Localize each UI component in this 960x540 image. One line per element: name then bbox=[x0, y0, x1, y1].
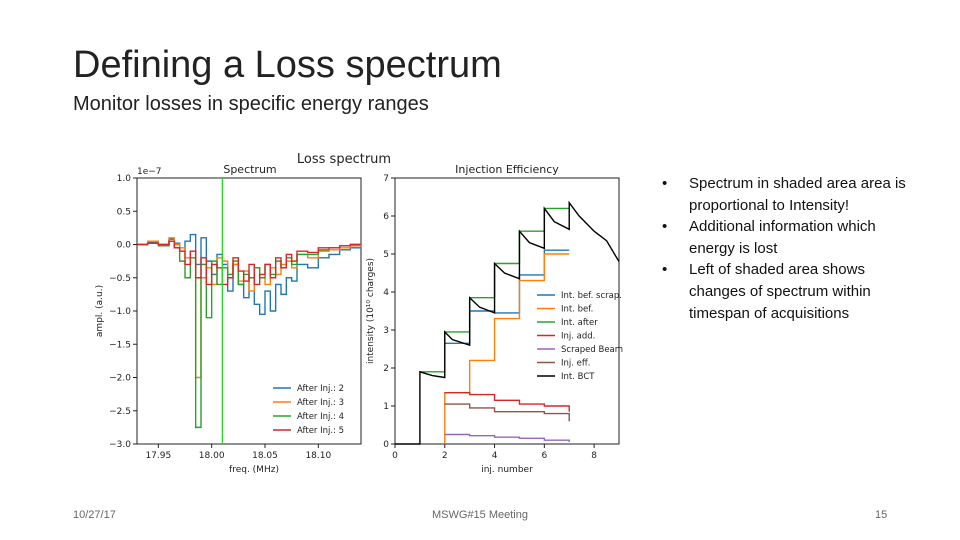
bullet-text: Left of shaded area shows changes of spe… bbox=[689, 261, 871, 322]
injection-ytick-label: 1 bbox=[383, 402, 389, 412]
loss-spectrum-figure: Loss spectrum Spectrum 1e−7 17.95 18.00 18… bbox=[95, 152, 623, 475]
spectrum-ytick-label: −2.5 bbox=[109, 407, 131, 417]
spectrum-legend-label: After Inj.: 4 bbox=[297, 412, 344, 422]
spectrum-ytick-label: −3.0 bbox=[109, 440, 131, 450]
bullet-dot: • bbox=[662, 218, 668, 236]
injection-ytick-label: 7 bbox=[383, 174, 389, 184]
spectrum-title: Spectrum bbox=[223, 163, 276, 176]
bullet-item: • Additional information which energy is … bbox=[660, 216, 920, 259]
bullet-item: • Spectrum in shaded area area is proport… bbox=[660, 173, 920, 216]
injection-ytick-label: 6 bbox=[383, 212, 389, 222]
injection-xtick-label: 6 bbox=[541, 451, 547, 461]
spectrum-xlabel: freq. (MHz) bbox=[229, 465, 279, 475]
injection-series-inj-add bbox=[444, 392, 570, 412]
spectrum-ytick-label: 1.0 bbox=[117, 174, 132, 184]
injection-legend-label: Scraped Beam bbox=[561, 345, 623, 355]
injection-legend-label: Int. bef. scrap. bbox=[561, 291, 622, 301]
spectrum-xtick-label: 18.00 bbox=[199, 451, 225, 461]
injection-efficiency-panel: Injection Efficiency 0 2 4 6 8 7 6 5 4 3 2 1 0 inj. … bbox=[366, 163, 623, 475]
spectrum-ytick-label: −0.5 bbox=[109, 274, 131, 284]
injection-ytick-label: 3 bbox=[383, 326, 389, 336]
spectrum-panel: Spectrum 1e−7 17.95 18.00 18.05 18.10 1.0 0.5… bbox=[95, 163, 362, 475]
injection-series-scraped-beam bbox=[444, 433, 570, 443]
spectrum-ytick-label: −2.0 bbox=[109, 374, 131, 384]
spectrum-series-after-inj-5 bbox=[137, 240, 361, 286]
spectrum-xtick-label: 18.05 bbox=[252, 451, 278, 461]
injection-xlabel: inj. number bbox=[481, 465, 533, 475]
injection-ytick-label: 5 bbox=[383, 250, 389, 260]
injection-ylabel: intensity (10¹⁰ charges) bbox=[366, 258, 376, 364]
injection-series-int-bct bbox=[395, 200, 620, 445]
bullet-text: Additional information which energy is l… bbox=[689, 218, 876, 257]
spectrum-ytick-label: −1.5 bbox=[109, 340, 131, 350]
bullet-item: • Left of shaded area shows changes of sp… bbox=[660, 259, 920, 324]
spectrum-legend: After Inj.: 2 After Inj.: 3 After Inj.: 4 A… bbox=[273, 384, 344, 436]
footer-date: 10/27/17 bbox=[73, 509, 116, 521]
bullet-list: • Spectrum in shaded area area is proport… bbox=[660, 173, 920, 324]
bullet-text: Spectrum in shaded area area is proporti… bbox=[689, 175, 906, 214]
spectrum-ytick-label: 0.5 bbox=[117, 207, 131, 217]
spectrum-ylabel: ampl. (a.u.) bbox=[95, 285, 105, 337]
injection-legend-label: Int. BCT bbox=[561, 372, 595, 382]
spectrum-xtick-label: 18.10 bbox=[305, 451, 331, 461]
injection-legend: Int. bef. scrap. Int. bef. Int. after Inj. … bbox=[537, 291, 623, 382]
injection-xtick-label: 2 bbox=[442, 451, 448, 461]
slide-subtitle: Monitor losses in specific energy ranges bbox=[73, 93, 429, 115]
injection-xtick-label: 4 bbox=[492, 451, 498, 461]
spectrum-offset-text: 1e−7 bbox=[137, 167, 162, 177]
bullet-dot: • bbox=[662, 261, 668, 279]
slide-title: Defining a Loss spectrum bbox=[73, 44, 502, 86]
injection-ytick-label: 4 bbox=[383, 288, 389, 298]
injection-legend-label: Inj. add. bbox=[561, 332, 595, 342]
injection-title: Injection Efficiency bbox=[455, 163, 559, 176]
injection-legend-label: Inj. eff. bbox=[561, 359, 590, 369]
injection-legend-label: Int. after bbox=[561, 318, 598, 328]
spectrum-legend-label: After Inj.: 5 bbox=[297, 426, 344, 436]
figure-suptitle: Loss spectrum bbox=[297, 152, 391, 167]
injection-legend-label: Int. bef. bbox=[561, 305, 593, 315]
spectrum-axes bbox=[136, 177, 362, 445]
spectrum-ytick-label: −1.0 bbox=[109, 307, 131, 317]
injection-series-inj-eff bbox=[444, 403, 570, 422]
spectrum-legend-label: After Inj.: 2 bbox=[297, 384, 344, 394]
spectrum-legend-label: After Inj.: 3 bbox=[297, 398, 344, 408]
footer-page-number: 15 bbox=[875, 509, 888, 521]
injection-ytick-label: 2 bbox=[383, 364, 389, 374]
spectrum-xtick-label: 17.95 bbox=[145, 451, 171, 461]
bullet-dot: • bbox=[662, 175, 668, 192]
injection-ytick-label: 0 bbox=[383, 440, 389, 450]
injection-xtick-label: 0 bbox=[392, 451, 398, 461]
footer-meeting: MSWG#15 Meeting bbox=[432, 509, 528, 521]
injection-xtick-label: 8 bbox=[591, 451, 597, 461]
spectrum-ytick-label: 0.0 bbox=[117, 241, 132, 251]
